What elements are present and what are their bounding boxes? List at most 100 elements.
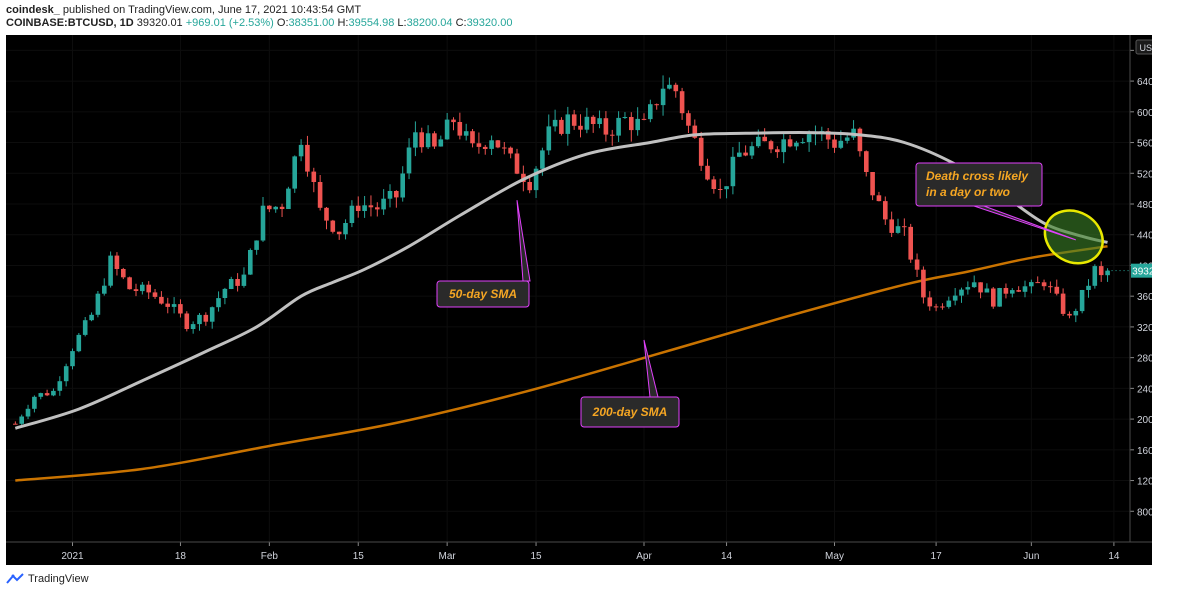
candle-body (63, 366, 69, 382)
candle-body (705, 165, 710, 180)
last-price-label: 39320.00 (1132, 267, 1152, 278)
candle-body (178, 304, 183, 314)
candle-body (1086, 285, 1091, 290)
candle-body (260, 205, 266, 241)
candle-body (203, 314, 209, 322)
candle-body (952, 295, 958, 301)
candle-body (495, 140, 501, 148)
candle-body (82, 320, 88, 335)
candle-body (457, 122, 463, 136)
candle-body (279, 206, 285, 209)
candle-body (514, 153, 520, 174)
chart-svg[interactable]: 50-day SMA 200-day SMA Death cross likely i… (6, 35, 1152, 565)
tradingview-logo-icon (6, 573, 24, 584)
candle-body (1105, 270, 1110, 276)
candle-body (394, 191, 399, 198)
candle-body (946, 300, 952, 307)
candle-body (1067, 313, 1072, 316)
candle-body (749, 146, 755, 156)
death-cross-highlight (1043, 209, 1104, 265)
ohlc-open-label: O: (276, 17, 289, 29)
candle-body (197, 314, 202, 325)
brand-name: TradingView (28, 573, 89, 585)
candle-body (533, 168, 539, 191)
currency-badge (1135, 39, 1152, 55)
ohlc-high-label: H: (337, 17, 349, 29)
x-tick-label: 14 (721, 551, 733, 562)
candle-body (756, 136, 761, 147)
candle-body (228, 279, 234, 289)
candle-body (794, 142, 799, 147)
publisher-name[interactable]: coindesk_ (6, 4, 60, 16)
footer-brand[interactable]: TradingView (6, 573, 89, 585)
candle-body (502, 147, 507, 149)
candle-body (267, 205, 272, 210)
candle-body (864, 151, 869, 172)
candle-body (152, 292, 158, 297)
candle-body (400, 173, 405, 198)
candle-body (578, 125, 583, 130)
y-tick-label: 12000.00 (1137, 477, 1152, 488)
candle-body (470, 131, 475, 144)
price-chart[interactable]: 50-day SMA 200-day SMA Death cross likely i… (6, 35, 1152, 565)
x-tick-label: 15 (353, 551, 365, 562)
candle-body (51, 390, 56, 396)
candle-body (768, 141, 774, 150)
death-cross-callout-line-2: in a day or two (926, 185, 1010, 199)
candle-body (121, 269, 126, 278)
candle-body (343, 223, 348, 235)
candle-body (559, 119, 564, 134)
candle-body (933, 306, 939, 308)
publish-info: coindesk_ published on TradingView.com, … (6, 4, 361, 16)
x-tick-label: Apr (636, 551, 652, 562)
candle-body (76, 334, 82, 352)
candle-body (648, 104, 653, 120)
candle-body (895, 226, 901, 233)
candle-body (508, 147, 513, 154)
candle-body (610, 134, 615, 136)
candle-body (108, 255, 113, 286)
sma50-callout-box (436, 280, 530, 308)
candle-body (317, 182, 323, 208)
candle-body (57, 381, 63, 391)
candle-body (1035, 282, 1040, 284)
sma-200-line (15, 245, 1108, 482)
candle-body (482, 146, 488, 149)
candle-body (381, 198, 386, 210)
candle-body (991, 288, 996, 307)
x-tick-label: 14 (1108, 551, 1120, 562)
candle-body (667, 84, 672, 89)
x-tick-label: Feb (261, 551, 279, 562)
candle-body (444, 119, 450, 140)
ohlc-low-label: L: (397, 17, 407, 29)
candle-body (44, 393, 50, 396)
y-tick-label: 52000.00 (1137, 169, 1152, 180)
candle-body (825, 131, 831, 140)
candle-body (89, 314, 94, 321)
symbol-label: COINBASE:BTCUSD, 1D (6, 17, 134, 29)
candle-body (425, 133, 431, 148)
candle-body (190, 324, 196, 329)
candle-body (597, 118, 602, 124)
candle-body (971, 282, 977, 288)
candle-body (1029, 282, 1034, 287)
candle-body (902, 226, 907, 228)
candle-body (679, 91, 685, 114)
candle-body (432, 133, 437, 147)
candle-body (1010, 290, 1015, 294)
candle-body (692, 125, 698, 138)
candle-body (387, 191, 393, 199)
candle-body (273, 206, 278, 210)
candle-body (1041, 282, 1047, 287)
ohlc-close-value: 39320.00 (466, 17, 513, 29)
x-tick-label: 17 (931, 551, 943, 562)
candle-body (171, 304, 177, 307)
candle-body (546, 126, 552, 151)
candle-body (673, 84, 679, 92)
y-tick-label: 36000.00 (1137, 292, 1152, 303)
candle-body (984, 288, 990, 293)
candle-body (838, 140, 844, 148)
candle-body (806, 134, 812, 143)
sma50-callout-label: 50-day SMA (449, 287, 517, 301)
candle-body (127, 277, 132, 290)
